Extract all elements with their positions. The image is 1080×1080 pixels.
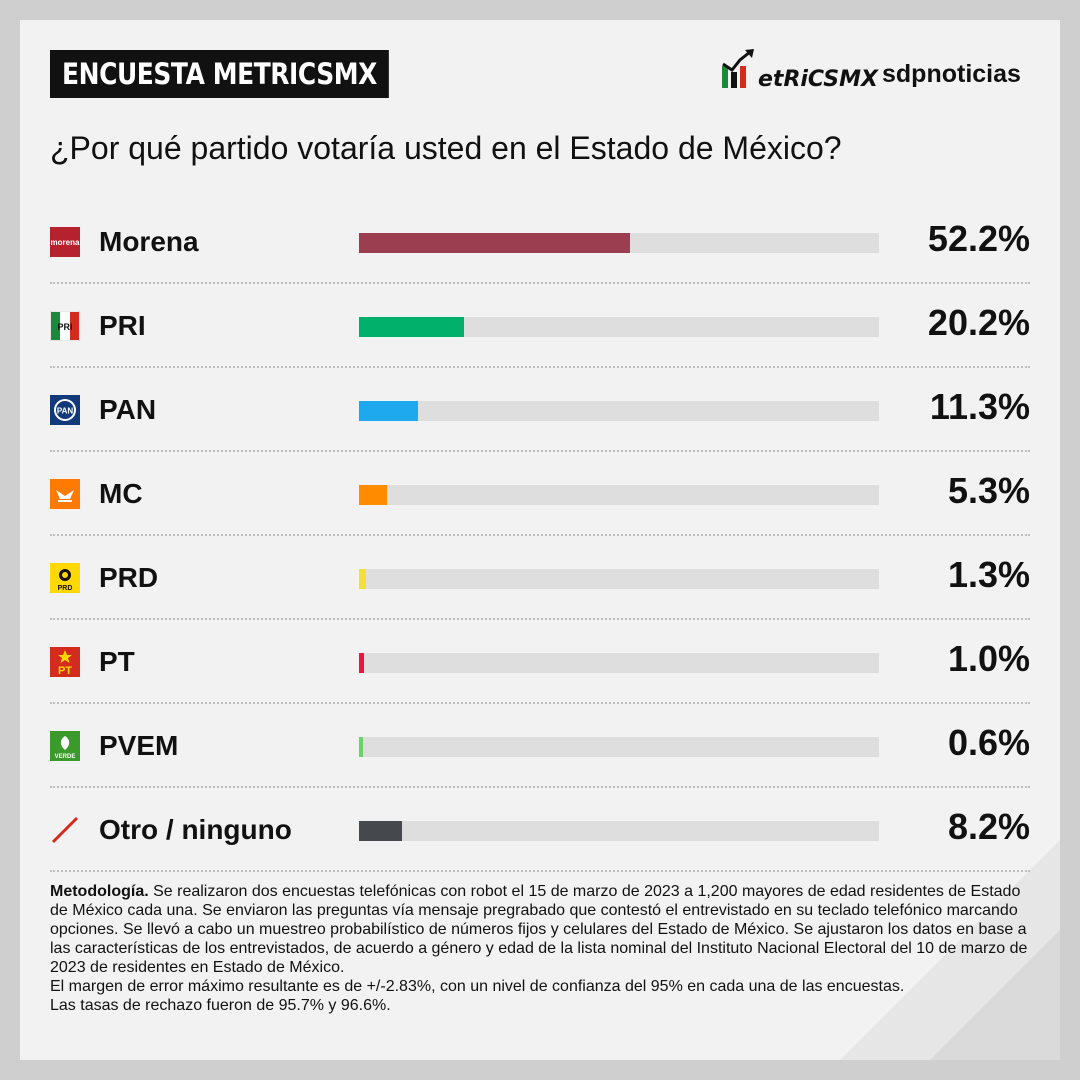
bar-row: PT PT 1.0% [50, 620, 1030, 704]
poll-card: ENCUESTA METRICSMX etRiCSMX sdpnoticias … [20, 20, 1060, 1060]
bar-category-label: PVEM [99, 730, 179, 761]
bar-track [359, 821, 879, 841]
bar-value-label: 11.3% [929, 386, 1030, 427]
bar-category-label: Morena [99, 226, 199, 257]
bar-value-label: 0.6% [947, 722, 1030, 763]
bar-row: morena Morena 52.2% [50, 200, 1030, 284]
prd-logo-text: PRD [58, 585, 73, 592]
bar-track [359, 233, 879, 253]
pri-logo-icon: PRI [49, 310, 81, 342]
metricsmx-logo-text: etRiCSMX [758, 67, 878, 92]
bar-value-label: 20.2% [927, 302, 1030, 343]
row-separator [50, 702, 1030, 704]
bar-track [359, 737, 879, 757]
methodology-margin-text: El margen de error máximo resultante es … [50, 978, 905, 995]
slash-icon [50, 815, 80, 845]
metricsmx-m-chart-icon [722, 49, 754, 88]
row-separator [50, 618, 1030, 620]
bar-category-label: Otro / ninguno [99, 814, 292, 845]
pan-logo-text: PAN [57, 407, 74, 416]
methodology-note: Metodología. Se realizaron dos encuestas… [50, 882, 1030, 1015]
bar-category-label: PRI [99, 310, 146, 341]
methodology-text: Se realizaron dos encuestas telefónicas … [50, 883, 1028, 976]
bar-row: Otro / ninguno 8.2% [50, 788, 1030, 872]
bar-value-label: 1.3% [947, 554, 1030, 595]
bar-row: PRD PRD 1.3% [50, 536, 1030, 620]
bar-value-label: 1.0% [947, 638, 1030, 679]
prd-logo-icon: PRD [50, 563, 80, 593]
bar-track [359, 653, 879, 673]
bar-track [359, 401, 879, 421]
methodology-rejection-text: Las tasas de rechazo fueron de 95.7% y 9… [50, 997, 391, 1014]
bar-row: VERDE PVEM 0.6% [50, 704, 1030, 788]
bar-track [359, 317, 879, 337]
bar-category-label: MC [99, 478, 143, 509]
bar-category-label: PRD [99, 562, 159, 593]
bar-fill [359, 737, 363, 757]
pvem-logo-icon: VERDE [50, 731, 80, 761]
bar-fill [359, 653, 365, 673]
bar-category-label: PAN [99, 394, 157, 425]
pt-logo-icon: PT [50, 647, 80, 677]
row-separator [50, 366, 1030, 368]
bar-row: PRI PRI 20.2% [49, 284, 1030, 368]
sdpnoticias-logo: sdpnoticias [882, 60, 1021, 88]
bar-fill [359, 821, 402, 841]
bar-category-label: PT [99, 646, 135, 677]
bar-value-label: 52.2% [927, 218, 1030, 259]
bar-track [359, 485, 879, 505]
row-separator [50, 450, 1030, 452]
mc-logo-icon [50, 479, 80, 509]
bar-fill [359, 485, 387, 505]
bar-fill [359, 233, 631, 253]
bar-row: PAN PAN 11.3% [50, 368, 1030, 452]
survey-badge: ENCUESTA METRICSMX [50, 50, 390, 98]
methodology-heading: Metodología. [50, 883, 149, 900]
pri-logo-text: PRI [57, 322, 72, 332]
bar-value-label: 8.2% [947, 806, 1030, 847]
metricsmx-logo: etRiCSMX [720, 48, 878, 92]
row-separator [50, 282, 1030, 284]
bar-fill [359, 569, 366, 589]
bar-fill [359, 401, 418, 421]
morena-logo-icon: morena [50, 227, 80, 257]
morena-logo-text: morena [51, 238, 80, 247]
row-separator [50, 870, 1030, 872]
bar-row: MC 5.3% [50, 452, 1030, 536]
bar-track [359, 569, 879, 589]
bar-value-label: 5.3% [947, 470, 1030, 511]
row-separator [50, 534, 1030, 536]
pvem-logo-text: VERDE [55, 754, 76, 760]
row-separator [50, 786, 1030, 788]
pt-logo-text: PT [58, 665, 72, 677]
pan-logo-icon: PAN [50, 395, 80, 425]
bar-fill [359, 317, 465, 337]
chart-title: ¿Por qué partido votaría usted en el Est… [50, 130, 842, 166]
